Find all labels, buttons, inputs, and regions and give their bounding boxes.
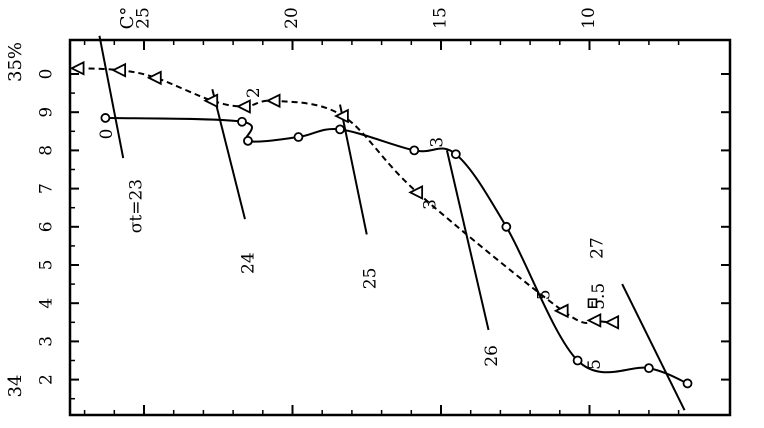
triangle-point [265,93,281,109]
salinity-tick-label: 7 [37,183,57,194]
circle-point [409,145,420,156]
solid-series-line [105,116,688,385]
circle-point [644,363,654,374]
circle-point [682,378,693,389]
temperature-tick-label: 20 [282,7,302,29]
circle-point [237,116,247,127]
isopycnal-label-27: 27 [588,237,608,259]
isopycnal-label-25: 25 [360,268,380,290]
circle-point [293,132,304,142]
triangle-point [69,60,85,76]
salinity-tick-label: 0 [37,69,57,80]
temperature-tick-label: 15 [431,7,451,29]
square-point [587,298,598,309]
point-label: 2 [244,87,264,98]
salinity-tick-label: 5 [37,260,57,271]
plot-frame [68,38,732,417]
salinity-tick-label: 8 [37,145,57,156]
dashed-series-line [78,67,614,324]
triangle-point [146,70,162,86]
salinity-axis-start-label: 34 [5,375,26,398]
salinity-tick-label: 2 [37,374,57,385]
triangle-point [604,314,620,330]
temperature-tick-label: 25 [134,7,154,29]
triangle-point [235,99,251,114]
isopycnal-lines [98,35,686,411]
temperature-axis-unit-label: C° [117,7,138,30]
circle-point [572,355,583,366]
sigma-t-label-23: σt=23 [127,179,147,233]
point-label: 0 [97,129,117,140]
circle-point [335,124,345,135]
salinity-tick-label: 3 [37,336,57,347]
triangle-point [586,312,602,328]
tick-marks [70,40,730,415]
salinity-tick-label: 9 [37,107,57,118]
point-label: 5.5 [589,283,609,310]
salinity-tick-label: 6 [37,221,57,232]
circle-point [100,113,111,123]
salinity-tick-label: 4 [37,298,57,309]
isopycnal-line [339,104,368,235]
circle-point [243,135,253,146]
point-label: 3 [427,137,447,148]
triangle-point [111,62,127,78]
point-label: 5 [585,359,605,370]
circle-point [450,149,461,160]
triangle-point [333,108,349,124]
isopycnal-line [98,35,125,159]
isopycnal-line [445,150,490,331]
data-markers [69,60,693,389]
isopycnal-label-26: 26 [482,345,502,367]
isopycnal-line [211,89,246,220]
data-curves [78,67,688,385]
isopycnal-label-24: 24 [238,252,258,274]
point-label: 3 [421,199,441,210]
triangle-point [203,93,219,109]
salinity-axis-end-label: 35% [5,42,26,82]
triangle-point [408,185,424,200]
circle-point [501,221,512,232]
point-label: 5 [534,289,554,300]
temperature-tick-label: 10 [579,7,599,29]
triangle-point [553,303,569,319]
isopycnal-line [621,283,686,411]
